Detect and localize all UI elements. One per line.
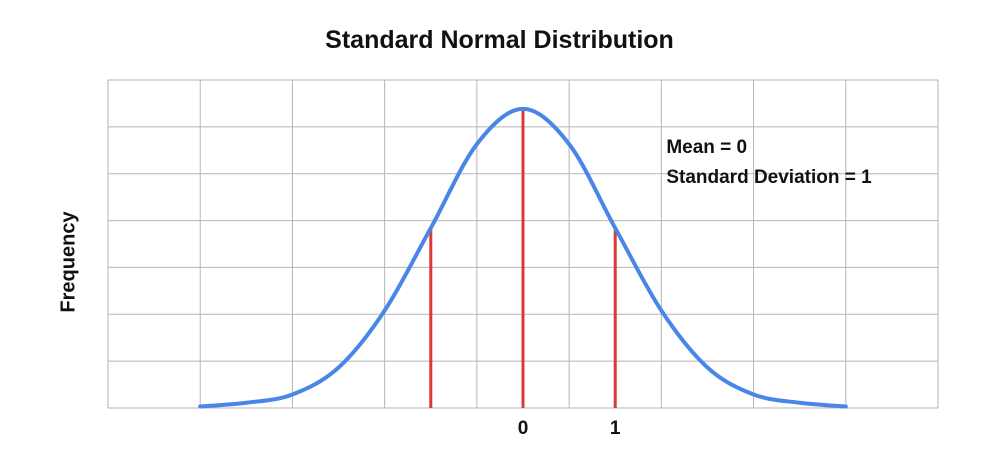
curve-layer — [198, 106, 848, 409]
annotation-1: Standard Deviation = 1 — [666, 167, 872, 188]
chart-title: Standard Normal Distribution — [325, 26, 674, 54]
x-tick-label: 1 — [610, 418, 621, 439]
annotation-layer: Mean = 0 Standard Deviation = 1 — [666, 137, 872, 188]
x-tick-label: 0 — [518, 418, 529, 439]
annotation-0: Mean = 0 — [666, 137, 747, 158]
marker-layer — [429, 108, 617, 408]
